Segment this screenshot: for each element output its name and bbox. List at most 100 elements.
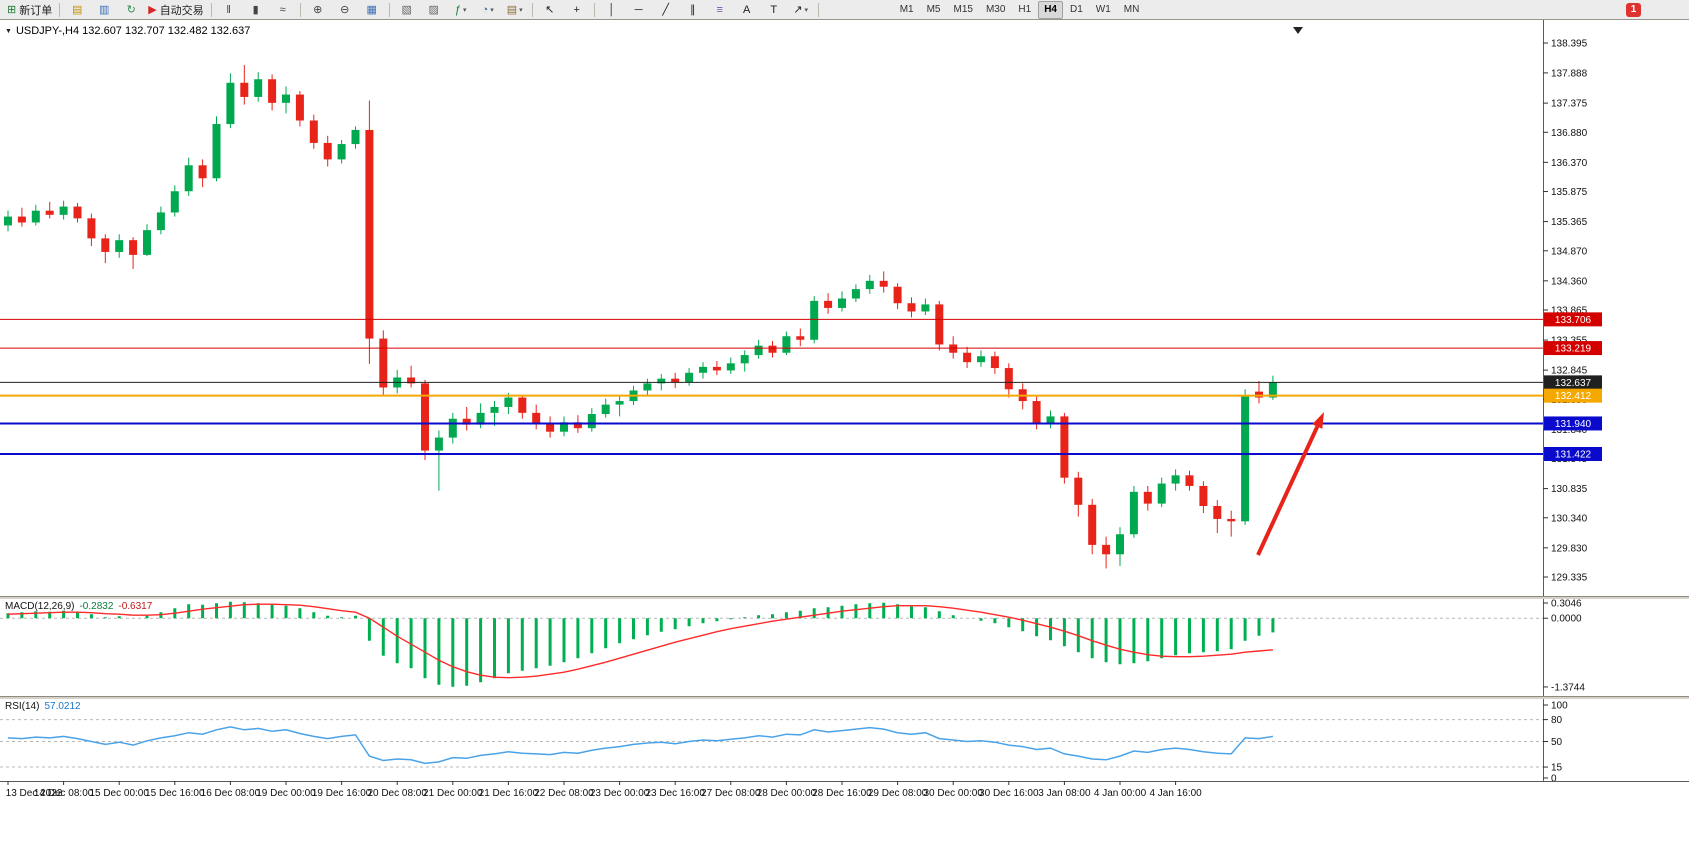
- svg-text:-1.3744: -1.3744: [1551, 682, 1585, 693]
- svg-text:132.845: 132.845: [1551, 366, 1588, 377]
- tile-windows-button[interactable]: ▦: [359, 0, 385, 19]
- arrows-button-dropdown-icon[interactable]: ▾: [804, 6, 809, 14]
- new-order-button[interactable]: ⊞ 新订单: [4, 0, 55, 19]
- fibonacci-button[interactable]: ≡: [707, 0, 733, 19]
- svg-text:133.865: 133.865: [1551, 305, 1588, 316]
- cascade-windows-icon: ▧: [401, 4, 412, 16]
- svg-text:30 Dec 16:00: 30 Dec 16:00: [979, 788, 1039, 799]
- periods-button-dropdown-icon[interactable]: ▾: [490, 6, 494, 14]
- indicators-button-dropdown-icon[interactable]: ▾: [462, 6, 467, 14]
- timeframe-m1-button[interactable]: M1: [899, 4, 914, 15]
- svg-text:133.219: 133.219: [1555, 344, 1592, 355]
- notification-badge[interactable]: 1: [1626, 2, 1641, 17]
- candlestick-chart-button[interactable]: ▮: [243, 0, 269, 19]
- text-label-button[interactable]: T: [761, 0, 787, 19]
- templates-button-dropdown-icon[interactable]: ▾: [519, 6, 523, 14]
- profiles-icon-button[interactable]: ▥: [91, 0, 117, 19]
- templates-icon: ▤: [506, 4, 518, 16]
- svg-text:0: 0: [1551, 774, 1557, 782]
- svg-text:133.355: 133.355: [1551, 336, 1588, 347]
- new-order-icon: ⊞: [7, 4, 17, 16]
- svg-text:15 Dec 16:00: 15 Dec 16:00: [145, 788, 205, 799]
- svg-text:80: 80: [1551, 715, 1563, 726]
- indicators-button[interactable]: ƒ ▾: [448, 0, 474, 19]
- main-chart-canvas[interactable]: 138.395 137.888 137.375 136.880 136.370 135.8…: [0, 20, 1689, 596]
- timeframe-m5-button[interactable]: M5: [926, 4, 941, 15]
- toolbar-separator: [210, 2, 212, 17]
- svg-text:137.375: 137.375: [1551, 99, 1588, 110]
- timeframe-d1-button[interactable]: D1: [1070, 4, 1083, 15]
- templates-button[interactable]: ▤ ▾: [502, 0, 528, 19]
- svg-text:19 Dec 16:00: 19 Dec 16:00: [312, 788, 372, 799]
- timeframe-m15-button[interactable]: M15: [953, 4, 973, 15]
- toolbar-separator: [531, 2, 533, 17]
- arrange-windows-button[interactable]: ▨: [421, 0, 447, 19]
- svg-text:132.412: 132.412: [1555, 391, 1592, 402]
- main-toolbar: ⊞ 新订单 ▤ ▥ ↻ ▶ 自动交易 ‖ ▮ ≈ ⊕ ⊖ ▦ ▧ ▨ ƒ ▾ ◔ ▾ ▤ ▾ ↖ + │ ─ ╱ ∥ ≡ A T ↗ ▾ M1 M…: [0, 0, 1689, 20]
- zoom-out-button[interactable]: ⊖: [332, 0, 358, 19]
- chart-dropdown-icon[interactable]: ▼: [5, 27, 12, 35]
- svg-text:22 Dec 08:00: 22 Dec 08:00: [534, 788, 594, 799]
- svg-text:134.360: 134.360: [1551, 276, 1588, 287]
- auto-trading-button[interactable]: ▶ 自动交易: [145, 0, 206, 19]
- fibonacci-icon: ≡: [716, 3, 723, 16]
- timeframe-mn-button[interactable]: MN: [1123, 4, 1140, 15]
- macd-label: MACD(12,26,9) -0.2832 -0.6317: [5, 601, 152, 612]
- channel-button[interactable]: ∥: [680, 0, 706, 19]
- bar-chart-button[interactable]: ‖: [216, 0, 242, 19]
- refresh-icon-button[interactable]: ↻: [118, 0, 144, 19]
- channel-icon: ∥: [689, 4, 696, 16]
- cursor-button[interactable]: ↖: [537, 0, 563, 19]
- bar-chart-icon: ‖: [226, 3, 231, 16]
- auto-trading-button-label: 自动交易: [159, 4, 204, 17]
- svg-text:131.940: 131.940: [1555, 419, 1592, 430]
- svg-text:136.370: 136.370: [1551, 158, 1588, 169]
- toolbar-spacer: [823, 9, 893, 10]
- svg-text:132.637: 132.637: [1555, 378, 1592, 389]
- crosshair-icon: +: [573, 3, 580, 16]
- rsi-panel-canvas[interactable]: 100 80 50 150: [0, 699, 1689, 781]
- text-label-icon: T: [770, 3, 778, 16]
- profiles-icon-icon: ▥: [99, 4, 110, 16]
- timeframe-h4-button[interactable]: H4: [1038, 0, 1063, 19]
- text-button[interactable]: A: [734, 0, 760, 19]
- panel-splitter-macd[interactable]: [0, 596, 1689, 599]
- svg-text:13 Dec 2022: 13 Dec 2022: [6, 788, 63, 799]
- svg-text:16 Dec 08:00: 16 Dec 08:00: [201, 788, 261, 799]
- svg-text:28 Dec 00:00: 28 Dec 00:00: [757, 788, 817, 799]
- rsi-value: 57.0212: [44, 701, 81, 712]
- svg-text:138.395: 138.395: [1551, 39, 1588, 50]
- indicators-icon: ƒ: [454, 3, 461, 16]
- timeframe-w1-button[interactable]: W1: [1095, 4, 1111, 15]
- svg-text:135.365: 135.365: [1551, 217, 1588, 228]
- crosshair-button[interactable]: +: [564, 0, 590, 19]
- chart-title: USDJPY-,H4 132.607 132.707 132.482 132.6…: [15, 25, 251, 37]
- svg-text:29 Dec 08:00: 29 Dec 08:00: [868, 788, 928, 799]
- svg-text:28 Dec 16:00: 28 Dec 16:00: [812, 788, 872, 799]
- line-chart-button[interactable]: ≈: [270, 0, 296, 19]
- macd-panel-canvas[interactable]: 0.3046 0.0000 -1.3744: [0, 599, 1689, 696]
- panel-splitter-rsi[interactable]: [0, 696, 1689, 699]
- timeframe-m30-button[interactable]: M30: [985, 4, 1006, 15]
- svg-text:3 Jan 08:00: 3 Jan 08:00: [1038, 788, 1091, 799]
- svg-text:4 Jan 16:00: 4 Jan 16:00: [1149, 788, 1202, 799]
- trendline-button[interactable]: ╱: [653, 0, 679, 19]
- cascade-windows-button[interactable]: ▧: [394, 0, 420, 19]
- trendline-icon: ╱: [662, 4, 669, 16]
- vertical-line-button[interactable]: │: [599, 0, 625, 19]
- periods-button[interactable]: ◔ ▾: [475, 0, 501, 19]
- timeframe-h1-button[interactable]: H1: [1018, 4, 1032, 15]
- horizontal-line-button[interactable]: ─: [626, 0, 652, 19]
- svg-text:20 Dec 08:00: 20 Dec 08:00: [367, 788, 427, 799]
- zoom-in-button[interactable]: ⊕: [305, 0, 331, 19]
- trend-arrow-annotation: [1312, 412, 1324, 429]
- zoom-in-icon: ⊕: [313, 4, 323, 16]
- svg-text:19 Dec 00:00: 19 Dec 00:00: [256, 788, 316, 799]
- macd-name: MACD(12,26,9): [5, 601, 75, 612]
- svg-text:15: 15: [1551, 763, 1563, 774]
- chart-window-icon-button[interactable]: ▤: [64, 0, 90, 19]
- arrows-button[interactable]: ↗ ▾: [788, 0, 814, 19]
- svg-text:23 Dec 00:00: 23 Dec 00:00: [590, 788, 650, 799]
- svg-text:133.706: 133.706: [1555, 315, 1592, 326]
